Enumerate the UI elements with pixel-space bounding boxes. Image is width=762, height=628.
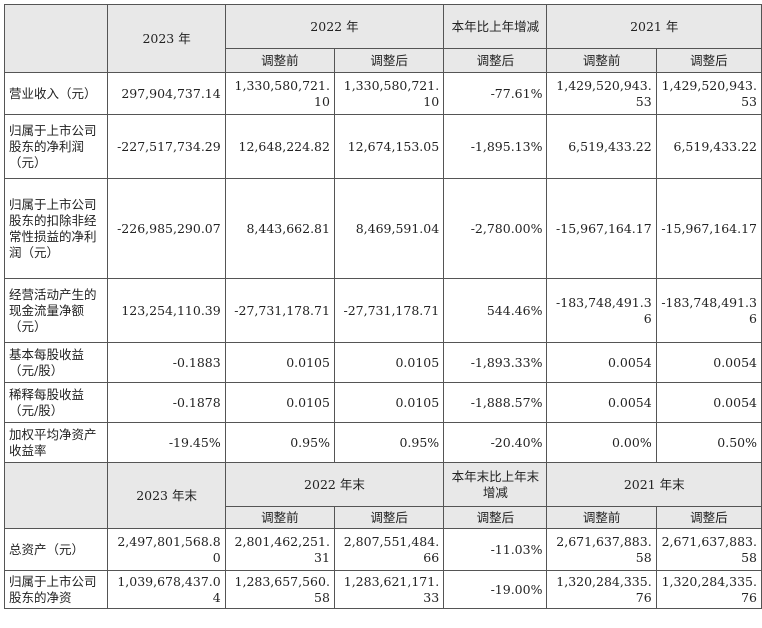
- row-label: 总资产（元）: [3, 528, 109, 571]
- header-year-current: 2023 年: [107, 4, 226, 73]
- header-change: 本年末比上年末增减: [443, 462, 548, 507]
- header-year-earlier: 2021 年末: [546, 462, 762, 507]
- value-cell: -227,517,734.29: [107, 114, 226, 179]
- table-row: 经营活动产生的现金流量净额（元） 123,254,110.39 -27,731,17…: [3, 278, 762, 343]
- value-cell: 0.0054: [655, 382, 762, 423]
- financial-data-table: 2023 年 2022 年本年比上年增减 2021 年调整前 调整后 调整后 调整前 调整后…: [3, 4, 762, 609]
- header-change-after: 调整后: [443, 48, 548, 73]
- table-row: 营业收入（元） 297,904,737.14 1,330,580,721.10 1,3…: [3, 72, 762, 115]
- value-cell: 1,039,678,437.04: [107, 570, 226, 609]
- value-cell: 12,648,224.82: [224, 114, 335, 179]
- header-before-adjustment: 调整前: [224, 506, 335, 529]
- value-cell: -183,748,491.36: [655, 278, 762, 343]
- header-before-adjustment: 调整前: [546, 48, 657, 73]
- value-cell: 1,330,580,721.10: [224, 72, 335, 115]
- value-cell: 0.95%: [224, 422, 335, 463]
- value-cell: 0.00%: [546, 422, 657, 463]
- value-cell: 1,330,580,721.10: [333, 72, 445, 115]
- value-cell: 2,671,637,883.58: [546, 528, 657, 571]
- row-label: 归属于上市公司股东的净利润（元）: [3, 114, 109, 179]
- value-cell: 0.0054: [546, 382, 657, 423]
- value-cell: 0.0054: [546, 342, 657, 383]
- header-after-adjustment: 调整后: [333, 48, 445, 73]
- header-after-adjustment: 调整后: [655, 48, 762, 73]
- value-cell: 1,283,657,560.58: [224, 570, 335, 609]
- value-cell: 2,671,637,883.58: [655, 528, 762, 571]
- value-cell: -77.61%: [443, 72, 548, 115]
- header-year-current: 2023 年末: [107, 462, 226, 529]
- value-cell: -20.40%: [443, 422, 548, 463]
- value-cell: 0.50%: [655, 422, 762, 463]
- value-cell: 0.0105: [333, 342, 445, 383]
- value-cell: -1,893.33%: [443, 342, 548, 383]
- value-cell: -183,748,491.36: [546, 278, 657, 343]
- table-row: 归属于上市公司股东的扣除非经常性损益的净利润（元） -226,985,290.07…: [3, 178, 762, 279]
- value-cell: -0.1883: [107, 342, 226, 383]
- value-cell: -19.00%: [443, 570, 548, 609]
- value-cell: 0.0054: [655, 342, 762, 383]
- value-cell: -15,967,164.17: [546, 178, 657, 279]
- header-year-earlier: 2021 年: [546, 4, 762, 49]
- header-year-prior: 2022 年末: [224, 462, 445, 507]
- value-cell: 2,801,462,251.31: [224, 528, 335, 571]
- header-after-adjustment: 调整后: [655, 506, 762, 529]
- row-label: 营业收入（元）: [3, 72, 109, 115]
- value-cell: 0.0105: [224, 382, 335, 423]
- value-cell: 297,904,737.14: [107, 72, 226, 115]
- value-cell: 1,283,621,171.33: [333, 570, 445, 609]
- table-row: 加权平均净资产收益率 -19.45% 0.95% 0.95% -20.40% 0.00% 0…: [3, 422, 762, 463]
- table-row: 归属于上市公司股东的净利润（元） -227,517,734.29 12,648,22…: [3, 114, 762, 179]
- value-cell: -19.45%: [107, 422, 226, 463]
- value-cell: -0.1878: [107, 382, 226, 423]
- value-cell: -27,731,178.71: [333, 278, 445, 343]
- value-cell: -27,731,178.71: [224, 278, 335, 343]
- value-cell: -11.03%: [443, 528, 548, 571]
- value-cell: 8,469,591.04: [333, 178, 445, 279]
- header-after-adjustment: 调整后: [333, 506, 445, 529]
- table-row: 总资产（元） 2,497,801,568.80 2,801,462,251.31 2,…: [3, 528, 762, 571]
- row-label: 经营活动产生的现金流量净额（元）: [3, 278, 109, 343]
- value-cell: 123,254,110.39: [107, 278, 226, 343]
- header-row: 2023 年 2022 年本年比上年增减 2021 年: [3, 4, 762, 73]
- header-change-after: 调整后: [443, 506, 548, 529]
- value-cell: -226,985,290.07: [107, 178, 226, 279]
- value-cell: 1,429,520,943.53: [655, 72, 762, 115]
- value-cell: 2,807,551,484.66: [333, 528, 445, 571]
- row-label: 归属于上市公司股东的扣除非经常性损益的净利润（元）: [3, 178, 109, 279]
- header-corner-cell: [3, 4, 109, 73]
- value-cell: -1,888.57%: [443, 382, 548, 423]
- row-label: 加权平均净资产收益率: [3, 422, 109, 463]
- value-cell: 1,429,520,943.53: [546, 72, 657, 115]
- value-cell: 6,519,433.22: [655, 114, 762, 179]
- table-row: 稀释每股收益（元/股） -0.1878 0.0105 0.0105 -1,888.57%…: [3, 382, 762, 423]
- header-corner-cell: [3, 462, 109, 529]
- row-label: 稀释每股收益（元/股）: [3, 382, 109, 423]
- table-row: 基本每股收益（元/股） -0.1883 0.0105 0.0105 -1,893.33%…: [3, 342, 762, 383]
- value-cell: -1,895.13%: [443, 114, 548, 179]
- value-cell: 0.0105: [333, 382, 445, 423]
- table-row: 归属于上市公司股东的净资 1,039,678,437.04 1,283,657,56…: [3, 570, 762, 609]
- row-label: 归属于上市公司股东的净资: [3, 570, 109, 609]
- value-cell: 0.95%: [333, 422, 445, 463]
- value-cell: -2,780.00%: [443, 178, 548, 279]
- header-subrow: 调整前 调整后 调整后 调整前 调整后: [5, 48, 762, 73]
- value-cell: 6,519,433.22: [546, 114, 657, 179]
- value-cell: -15,967,164.17: [655, 178, 762, 279]
- value-cell: 0.0105: [224, 342, 335, 383]
- value-cell: 544.46%: [443, 278, 548, 343]
- value-cell: 8,443,662.81: [224, 178, 335, 279]
- value-cell: 2,497,801,568.80: [107, 528, 226, 571]
- value-cell: 1,320,284,335.76: [655, 570, 762, 609]
- header-before-adjustment: 调整前: [224, 48, 335, 73]
- header-before-adjustment: 调整前: [546, 506, 657, 529]
- value-cell: 1,320,284,335.76: [546, 570, 657, 609]
- row-label: 基本每股收益（元/股）: [3, 342, 109, 383]
- header-year-prior: 2022 年: [224, 4, 445, 49]
- header-row: 2023 年末 2022 年末 本年末比上年末增减 2021 年末: [3, 462, 762, 529]
- value-cell: 12,674,153.05: [333, 114, 445, 179]
- header-change: 本年比上年增减: [443, 4, 548, 49]
